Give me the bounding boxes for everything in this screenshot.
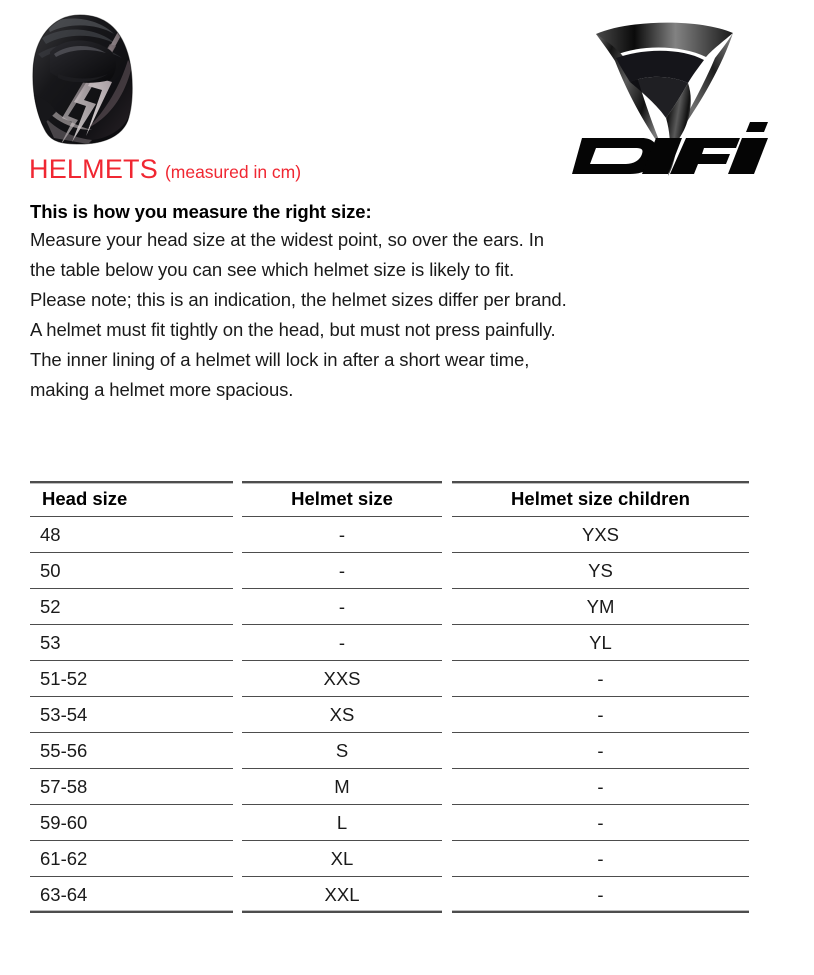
cell-helmet-size-children: - <box>452 769 749 805</box>
size-chart-table: Head size Helmet size Helmet size childr… <box>30 481 749 913</box>
table-body: 48- YXS 50- YS 52- YM 53- YL 51-52 XXS -53-54 XS -55… <box>30 517 749 913</box>
cell-helmet-size-children: YL <box>452 625 749 661</box>
cell-helmet-size-children: - <box>452 661 749 697</box>
cell-helmet-size: XXS <box>242 661 442 697</box>
cell-helmet-size: M <box>242 769 442 805</box>
cell-helmet-size: - <box>242 589 442 625</box>
cell-head-size: 61-62 <box>30 841 233 877</box>
cell-helmet-size-children: YS <box>452 553 749 589</box>
cell-helmet-size-children: - <box>452 841 749 877</box>
difi-brand-logo <box>570 14 770 182</box>
cell-helmet-size: S <box>242 733 442 769</box>
cell-head-size: 48 <box>30 517 233 553</box>
wordmark-slashes <box>586 150 650 155</box>
table-row: 57-58 M - <box>30 769 749 805</box>
cell-helmet-size-children: YXS <box>452 517 749 553</box>
cell-helmet-size: L <box>242 805 442 841</box>
column-header-helmet-size: Helmet size <box>242 481 442 517</box>
cell-helmet-size: XXL <box>242 877 442 913</box>
cell-helmet-size: XS <box>242 697 442 733</box>
cell-head-size: 51-52 <box>30 661 233 697</box>
cell-head-size: 50 <box>30 553 233 589</box>
cell-helmet-size-children: - <box>452 877 749 913</box>
emblem-shape <box>596 22 733 176</box>
cell-head-size: 53-54 <box>30 697 233 733</box>
cell-helmet-size: XL <box>242 841 442 877</box>
intro-section: This is how you measure the right size: … <box>30 198 790 405</box>
column-header-head-size: Head size <box>30 481 233 517</box>
page-title-main: HELMETS <box>29 154 158 184</box>
page-title: HELMETS (measured in cm) <box>29 154 301 185</box>
cell-helmet-size: - <box>242 553 442 589</box>
intro-line: making a helmet more spacious. <box>30 379 294 400</box>
cell-head-size: 57-58 <box>30 769 233 805</box>
table-header-row: Head size Helmet size Helmet size childr… <box>30 481 749 517</box>
table-row: 50- YS <box>30 553 749 589</box>
intro-line: A helmet must fit tightly on the head, b… <box>30 319 556 340</box>
column-header-helmet-size-children: Helmet size children <box>452 481 749 517</box>
cell-helmet-size: - <box>242 517 442 553</box>
table-row: 51-52 XXS - <box>30 661 749 697</box>
table-row: 53-54 XS - <box>30 697 749 733</box>
cell-helmet-size-children: - <box>452 733 749 769</box>
intro-line: Please note; this is an indication, the … <box>30 289 567 310</box>
table-row: 63-64 XXL - <box>30 877 749 913</box>
table-row: 48- YXS <box>30 517 749 553</box>
cell-helmet-size: - <box>242 625 442 661</box>
table-row: 59-60 L - <box>30 805 749 841</box>
page-title-note: (measured in cm) <box>164 162 302 182</box>
page-header <box>0 0 814 192</box>
helmet-product-image <box>28 12 136 147</box>
cell-head-size: 59-60 <box>30 805 233 841</box>
table-row: 52- YM <box>30 589 749 625</box>
table-row: 53- YL <box>30 625 749 661</box>
intro-line: The inner lining of a helmet will lock i… <box>30 349 530 370</box>
cell-head-size: 63-64 <box>30 877 233 913</box>
cell-head-size: 52 <box>30 589 233 625</box>
table-row: 55-56 S - <box>30 733 749 769</box>
cell-helmet-size-children: - <box>452 805 749 841</box>
table-row: 61-62 XL - <box>30 841 749 877</box>
cell-helmet-size-children: - <box>452 697 749 733</box>
intro-line: the table below you can see which helmet… <box>30 259 515 280</box>
cell-head-size: 53 <box>30 625 233 661</box>
cell-helmet-size-children: YM <box>452 589 749 625</box>
difi-wordmark <box>572 122 768 174</box>
intro-line: Measure your head size at the widest poi… <box>30 229 544 250</box>
intro-heading: This is how you measure the right size: <box>30 201 372 222</box>
cell-head-size: 55-56 <box>30 733 233 769</box>
